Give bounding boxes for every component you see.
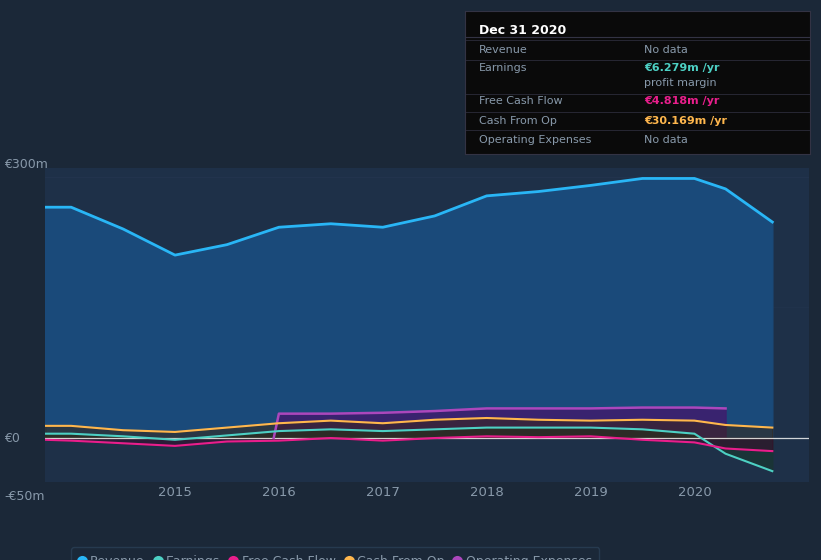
Text: €300m: €300m [4,158,48,171]
Text: Operating Expenses: Operating Expenses [479,135,591,144]
Text: €0: €0 [4,432,20,445]
Text: Free Cash Flow: Free Cash Flow [479,96,562,106]
Legend: Revenue, Earnings, Free Cash Flow, Cash From Op, Operating Expenses: Revenue, Earnings, Free Cash Flow, Cash … [71,548,599,560]
Text: €30.169m /yr: €30.169m /yr [644,116,727,126]
Text: profit margin: profit margin [644,78,717,87]
Text: Earnings: Earnings [479,63,527,73]
Text: No data: No data [644,45,688,55]
Text: €4.818m /yr: €4.818m /yr [644,96,720,106]
Text: No data: No data [644,135,688,144]
Text: Revenue: Revenue [479,45,527,55]
Text: Cash From Op: Cash From Op [479,116,557,126]
Text: €6.279m /yr: €6.279m /yr [644,63,720,73]
Text: -€50m: -€50m [4,490,44,503]
Text: Dec 31 2020: Dec 31 2020 [479,24,566,37]
